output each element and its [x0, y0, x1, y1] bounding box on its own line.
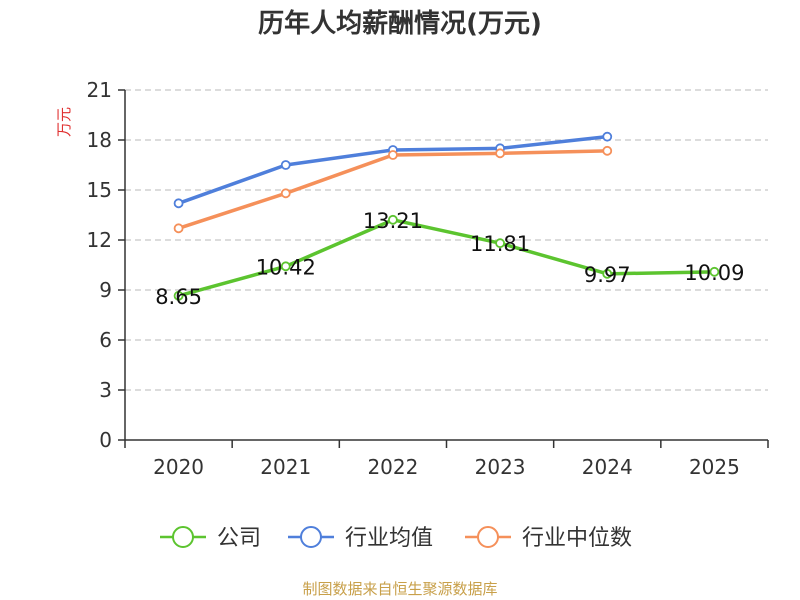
data-label-2023: 11.81 [470, 232, 530, 256]
legend[interactable]: 公司 行业均值 行业中位数 [160, 526, 632, 551]
series-layer [173, 131, 720, 301]
data-label-2024: 9.97 [584, 263, 631, 287]
data-point-公司-2023[interactable] [495, 238, 505, 249]
series-line-公司 [178, 218, 715, 298]
y-tick-label-18: 18 [87, 128, 112, 152]
data-point-公司-2024[interactable] [602, 268, 613, 279]
y-axis-label: 万元 [55, 107, 73, 137]
legend-item-行业中位数[interactable]: 行业中位数 [465, 526, 632, 551]
x-tick-label-2023: 2023 [475, 455, 526, 479]
data-label-2021: 10.42 [256, 255, 316, 279]
y-tick-label-6: 6 [99, 328, 112, 352]
axes: 0 3 6 9 12 15 18 21 2020 2021 2022 2023 2024 2025 [87, 78, 769, 479]
x-tick-label-2025: 2025 [689, 455, 740, 479]
data-point-行业中位数-2023[interactable] [495, 148, 505, 159]
data-point-行业中位数-2020[interactable] [173, 223, 184, 234]
data-point-行业中位数-2021[interactable] [280, 188, 291, 199]
x-tick-label-2022: 2022 [367, 455, 418, 479]
legend-item-行业均值[interactable]: 行业均值 [288, 526, 433, 551]
data-point-公司-2022[interactable] [388, 214, 398, 225]
legend-label: 行业均值 [345, 526, 433, 551]
grid [125, 89, 768, 391]
legend-label: 行业中位数 [522, 526, 632, 551]
y-tick-label-0: 0 [99, 428, 112, 452]
source-note: 制图数据来自恒生聚源数据库 [302, 580, 497, 598]
chart-title: 历年人均薪酬情况(万元) [258, 8, 542, 39]
legend-item-公司[interactable]: 公司 [160, 526, 261, 551]
legend-marker [477, 526, 499, 548]
data-point-公司-2020[interactable] [173, 290, 184, 301]
data-labels: 8.65 10.42 13.21 11.81 9.97 10.09 [155, 209, 744, 309]
x-tick-label-2024: 2024 [582, 455, 633, 479]
data-label-2020: 8.65 [155, 285, 202, 309]
x-tick-label-2020: 2020 [153, 455, 204, 479]
y-tick-label-12: 12 [87, 228, 112, 252]
y-tick-label-15: 15 [87, 178, 112, 202]
data-point-公司-2021[interactable] [280, 261, 291, 272]
legend-marker [172, 526, 194, 548]
data-point-公司-2025[interactable] [709, 266, 720, 277]
y-tick-label-3: 3 [99, 378, 112, 402]
y-tick-label-21: 21 [87, 78, 112, 102]
legend-marker [300, 526, 322, 548]
y-tick-label-9: 9 [99, 278, 112, 302]
data-point-行业中位数-2022[interactable] [388, 150, 398, 160]
data-label-2022: 13.21 [363, 209, 423, 233]
data-label-2025: 10.09 [684, 261, 744, 285]
data-point-行业中位数-2024[interactable] [602, 145, 613, 156]
legend-label: 公司 [217, 526, 261, 551]
x-tick-label-2021: 2021 [260, 455, 311, 479]
data-point-行业均值-2020[interactable] [173, 198, 184, 209]
data-point-行业均值-2021[interactable] [280, 160, 291, 170]
data-point-行业均值-2024[interactable] [602, 131, 613, 142]
